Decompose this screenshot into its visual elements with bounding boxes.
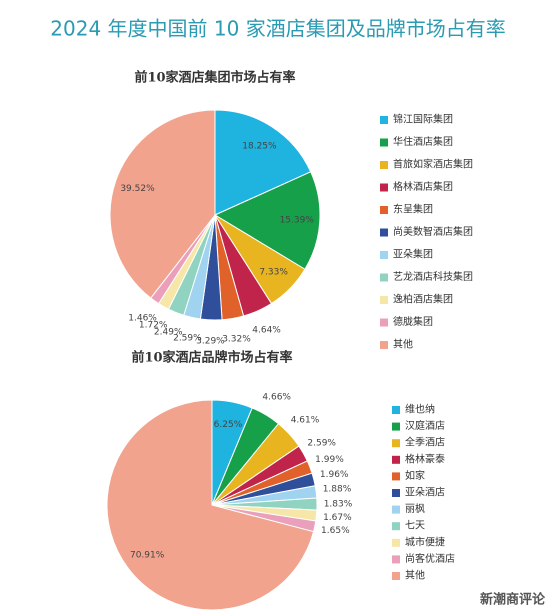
legend-label: 如家 xyxy=(405,469,425,482)
legend-swatch xyxy=(392,522,400,531)
legend-swatch xyxy=(392,538,400,547)
pie-slice xyxy=(213,171,321,270)
legend-swatch xyxy=(380,206,388,214)
legend-swatch xyxy=(380,228,388,237)
legend-label: 亚朵集团 xyxy=(393,248,433,261)
legend-label: 逸柏酒店集团 xyxy=(393,293,453,306)
value-label: 1.72% xyxy=(139,320,168,330)
legend-swatch xyxy=(392,422,400,431)
legend-label: 亚朵酒店 xyxy=(405,486,445,499)
value-label: 2.59% xyxy=(173,333,202,343)
legend-swatch xyxy=(392,489,400,497)
legend-label: 华住酒店集团 xyxy=(393,135,453,148)
value-label: 2.49% xyxy=(154,327,183,337)
legend-label: 东呈集团 xyxy=(393,203,433,216)
value-label: 6.25% xyxy=(214,420,243,430)
legend-swatch xyxy=(380,116,388,124)
value-label: 4.64% xyxy=(252,325,281,335)
legend-swatch xyxy=(392,455,400,464)
legend-swatch xyxy=(380,296,388,304)
value-label: 1.46% xyxy=(128,314,157,324)
legend-swatch xyxy=(380,341,388,349)
value-label: 1.96% xyxy=(320,470,349,480)
legend-swatch xyxy=(392,572,400,580)
value-label: 2.59% xyxy=(307,439,336,449)
pie-slice xyxy=(106,399,315,611)
legend-label: 尚客优酒店 xyxy=(405,552,455,565)
legend-label: 其他 xyxy=(393,338,413,351)
value-label: 4.61% xyxy=(291,415,320,425)
legend-label: 维也纳 xyxy=(405,403,435,416)
chart-title: 前10家酒店品牌市场占有率 xyxy=(131,350,292,366)
legend-swatch xyxy=(380,161,388,169)
value-label: 7.33% xyxy=(259,268,288,278)
legend-label: 其他 xyxy=(405,569,425,582)
legend-swatch xyxy=(392,472,400,481)
legend-swatch xyxy=(380,318,388,327)
value-label: 39.52% xyxy=(120,184,155,194)
legend-label: 首旅如家酒店集团 xyxy=(393,158,473,171)
legend-swatch xyxy=(392,505,400,514)
pie-slice xyxy=(214,109,312,216)
legend-swatch xyxy=(392,555,400,564)
legend-label: 艺龙酒店科技集团 xyxy=(393,270,473,283)
page-title: 2024 年度中国前 10 家酒店集团及品牌市场占有率 xyxy=(50,17,505,41)
value-label: 3.29% xyxy=(196,336,225,346)
legend-swatch xyxy=(380,251,388,259)
legend-label: 全季酒店 xyxy=(405,436,445,449)
value-label: 1.88% xyxy=(323,485,352,495)
legend-label: 德胧集团 xyxy=(393,315,433,328)
legend-label: 格林豪泰 xyxy=(405,452,445,465)
value-label: 70.91% xyxy=(130,551,165,561)
legend-swatch xyxy=(392,406,400,414)
value-label: 15.39% xyxy=(280,215,315,225)
legend-swatch xyxy=(380,138,388,147)
legend-label: 锦江国际集团 xyxy=(393,113,453,126)
legend-label: 丽枫 xyxy=(405,502,425,515)
legend-label: 城市便捷 xyxy=(405,535,445,548)
legend-swatch xyxy=(380,183,388,192)
legend-label: 七天 xyxy=(405,520,425,532)
value-label: 1.65% xyxy=(321,526,350,536)
pie-slice xyxy=(109,109,216,299)
legend-swatch xyxy=(380,273,388,282)
value-label: 1.67% xyxy=(323,513,352,523)
legend-label: 尚美数智酒店集团 xyxy=(393,225,473,238)
value-label: 4.66% xyxy=(262,392,291,402)
value-label: 3.32% xyxy=(222,335,251,345)
value-label: 1.99% xyxy=(315,455,344,465)
legend-label: 汉庭酒店 xyxy=(405,419,445,432)
value-label: 18.25% xyxy=(242,142,277,152)
value-label: 1.83% xyxy=(324,499,353,509)
legend-label: 格林酒店集团 xyxy=(393,180,453,193)
legend-swatch xyxy=(392,439,400,448)
chart-title: 前10家酒店集团市场占有率 xyxy=(134,70,295,86)
watermark: 新潮商评论 xyxy=(480,592,546,608)
